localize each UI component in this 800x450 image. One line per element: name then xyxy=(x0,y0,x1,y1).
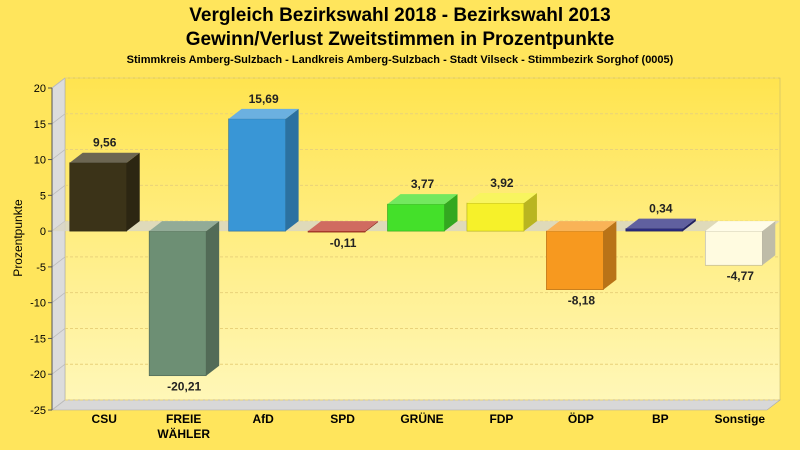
grid-line-side xyxy=(51,363,66,375)
chart-subtitle: Stimmkreis Amberg-Sulzbach - Landkreis A… xyxy=(127,54,674,66)
bar xyxy=(228,118,286,232)
x-category-label: WÄHLER xyxy=(157,426,210,441)
data-label: 9,56 xyxy=(93,136,117,150)
data-label: -20,21 xyxy=(167,380,201,394)
x-category-label: FDP xyxy=(489,412,513,426)
x-category-label: ÖDP xyxy=(568,411,594,426)
data-label: 0,34 xyxy=(649,202,673,216)
grid-line-side xyxy=(51,256,66,268)
bar xyxy=(387,203,445,232)
grid-line-side xyxy=(51,149,66,160)
x-category-label: CSU xyxy=(92,412,117,426)
bar-top xyxy=(308,221,379,232)
bar-top xyxy=(625,218,696,229)
grid-line-side xyxy=(51,113,66,125)
y-tick-label: -5 xyxy=(36,262,46,274)
y-axis-label: Prozentpunkte xyxy=(11,199,25,277)
bar xyxy=(466,202,525,232)
data-label: -4,77 xyxy=(727,269,755,283)
bar-side xyxy=(762,221,776,266)
x-category-label: BP xyxy=(652,412,669,426)
bar-top xyxy=(387,194,458,205)
x-category-label: AfD xyxy=(252,412,274,426)
chart-title: Vergleich Bezirkswahl 2018 - Bezirkswahl… xyxy=(189,5,610,26)
grid-line-side xyxy=(51,399,66,411)
data-label: 3,77 xyxy=(411,177,435,191)
bar xyxy=(69,162,128,232)
bar xyxy=(307,230,366,233)
grid-line-side xyxy=(51,77,66,89)
y-tick-label: -10 xyxy=(30,298,46,310)
bar-side xyxy=(444,194,458,232)
bar-side xyxy=(126,152,140,232)
bar-top xyxy=(705,221,776,232)
bar-top xyxy=(69,152,140,163)
bar-side xyxy=(682,218,696,232)
data-label: 15,69 xyxy=(249,92,279,106)
bar xyxy=(625,228,684,232)
plot-floor xyxy=(51,399,781,411)
y-tick-label: 15 xyxy=(34,119,46,131)
y-tick-label: -15 xyxy=(30,333,46,345)
y-tick-label: 5 xyxy=(40,190,46,202)
grid-line-side xyxy=(51,328,66,339)
grid-line-side xyxy=(51,292,66,303)
chart-title-line2: Gewinn/Verlust Zweitstimmen in Prozentpu… xyxy=(186,29,615,50)
x-category-label: FREIE xyxy=(166,412,201,426)
bar-side xyxy=(523,193,537,232)
bar-top xyxy=(466,193,537,204)
y-tick-label: 0 xyxy=(40,226,46,238)
x-category-label: GRÜNE xyxy=(400,411,443,426)
bar-side xyxy=(285,108,299,232)
bar xyxy=(546,230,604,290)
y-tick-label: 10 xyxy=(34,155,46,167)
bar-top xyxy=(149,221,220,232)
bar-top xyxy=(546,221,617,232)
bar-top xyxy=(228,108,299,119)
data-label: -8,18 xyxy=(568,294,596,308)
data-label: 3,92 xyxy=(490,176,514,190)
bar xyxy=(704,230,763,266)
grid-line-side xyxy=(51,185,66,196)
bar-side xyxy=(365,221,379,233)
bar-side xyxy=(206,221,220,376)
y-tick-label: 20 xyxy=(34,83,46,95)
y-tick-label: -20 xyxy=(30,369,46,381)
bar xyxy=(148,230,207,377)
data-label: -0,11 xyxy=(330,236,357,250)
x-category-label: SPD xyxy=(330,412,355,426)
bar-side xyxy=(603,221,617,290)
plot-left-wall xyxy=(51,77,66,411)
y-tick-label: -25 xyxy=(30,405,46,417)
x-category-label: Sonstige xyxy=(714,412,765,426)
